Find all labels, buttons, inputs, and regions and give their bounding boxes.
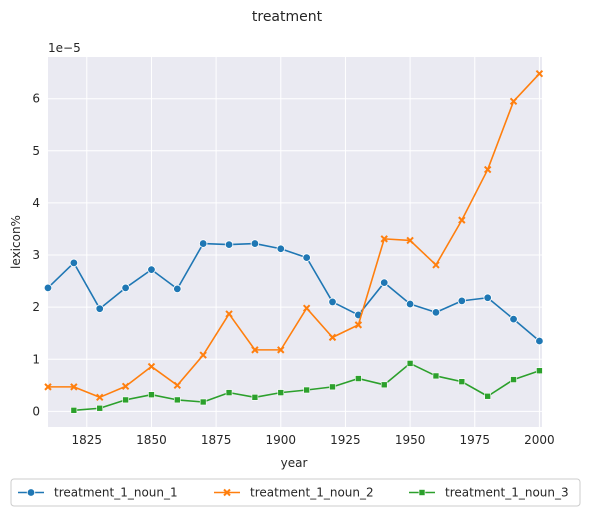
data-point-series-3 [148,391,155,398]
data-point-series-2 [354,321,363,329]
data-point-series-3 [380,381,388,389]
y-multiplier-label: 1e−5 [48,41,81,55]
data-point-series-2 [251,346,259,354]
data-point-series-1 [380,278,389,287]
legend-marker-1 [26,488,36,497]
data-point-series-1 [69,258,79,268]
series-line-1 [47,242,540,342]
data-point-series-2 [535,69,544,78]
x-tick-label: 1875 [201,433,232,447]
data-point-series-3 [251,393,259,401]
y-tick-label: 6 [32,92,40,106]
data-point-series-3 [70,407,78,414]
data-point-series-1 [483,293,492,302]
data-point-series-2 [121,382,130,391]
data-point-series-1 [121,283,130,293]
legend-label-1: treatment_1_noun_1 [54,486,178,500]
data-point-series-3 [432,372,440,380]
data-point-series-1 [431,308,441,317]
data-point-series-2 [432,261,440,269]
data-point-series-1 [405,299,415,309]
data-point-series-3 [225,389,233,396]
data-point-series-2 [406,236,414,245]
data-point-series-3 [174,396,181,404]
data-point-series-1 [147,265,156,274]
x-tick-label: 1825 [72,433,103,447]
data-point-series-3 [510,376,517,383]
x-axis-label: year [281,456,308,470]
data-point-series-1 [328,297,337,307]
data-point-series-2 [70,383,78,391]
chart-title: treatment [252,9,323,25]
series-line-2 [48,73,540,399]
data-point-series-2 [302,304,311,312]
y-tick-label: 2 [32,300,40,314]
plot-area: 1825 1850 1875 1900 1925 1950 1975 2000 0 1 2 3 4 5 6 [32,57,555,447]
legend-frame [10,478,581,507]
x-tick-label: 2000 [524,433,555,447]
data-point-series-3 [329,383,336,391]
data-point-series-2 [225,310,233,318]
data-point-series-2 [509,97,518,106]
y-tick-label: 0 [32,404,40,418]
x-tick-label: 1850 [136,433,167,447]
y-tick-label: 4 [32,196,40,210]
data-point-series-2 [483,165,492,174]
data-point-series-2 [328,333,337,342]
data-point-series-1 [250,239,260,248]
x-tick-label: 1950 [395,433,426,447]
data-point-series-3 [122,396,129,404]
data-point-series-1 [173,284,182,294]
legend-marker-2 [223,488,231,497]
data-point-series-3 [303,386,310,394]
y-tick-label: 5 [32,144,40,158]
data-point-series-3 [458,378,466,385]
data-point-series-3 [536,367,543,375]
data-point-series-1 [95,304,104,313]
data-point-series-3 [277,389,285,396]
y-tick-label: 1 [32,352,40,366]
data-point-series-1 [535,336,544,346]
data-point-series-2 [147,362,156,371]
data-point-series-3 [484,392,491,400]
legend-label-2: treatment_1_noun_2 [250,486,374,500]
data-point-series-3 [406,360,414,367]
data-point-series-1 [457,296,467,306]
x-tick-label: 1975 [459,433,490,447]
data-point-series-1 [509,314,518,324]
data-point-series-3 [96,404,104,412]
data-point-series-1 [302,253,311,262]
data-point-series-2 [96,393,104,402]
data-point-series-3 [355,375,362,382]
legend: treatment_1_noun_1 treatment_1_noun_2 trea… [10,478,581,507]
y-tick-label: 3 [32,248,40,262]
y-axis-label: lexicon% [9,215,23,269]
plot-background [48,57,542,427]
data-point-series-2 [173,381,182,390]
data-point-series-1 [43,283,53,293]
data-point-series-2 [199,351,207,359]
data-point-series-1 [224,240,234,249]
data-point-series-2 [380,235,388,243]
legend-label-3: treatment_1_noun_3 [445,486,569,500]
data-point-series-1 [198,239,208,248]
x-tick-label: 1900 [266,433,297,447]
data-point-series-1 [276,244,285,253]
data-point-series-3 [199,398,207,406]
x-tick-label: 1925 [330,433,361,447]
data-point-series-2 [277,346,285,354]
legend-marker-3 [418,489,426,496]
data-point-series-2 [458,216,466,224]
data-point-series-2 [44,383,52,391]
